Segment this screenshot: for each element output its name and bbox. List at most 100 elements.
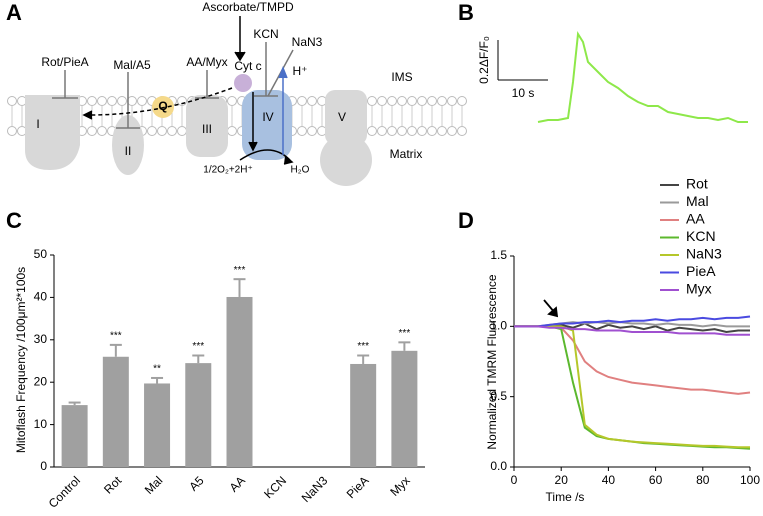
y-tick-label: 0 <box>40 459 47 473</box>
lipid <box>447 126 457 136</box>
x-axis-label: Time /s <box>546 490 585 504</box>
lipid <box>437 126 447 136</box>
series-line <box>514 325 751 395</box>
lipid <box>387 126 397 136</box>
lipid <box>387 96 397 106</box>
label: Q <box>158 99 167 113</box>
lipid <box>377 126 387 136</box>
x-tick-label: NaN3 <box>299 473 331 505</box>
x-tick-label: AA <box>227 473 248 494</box>
y-axis-label: Mitoflash Frequency /100μm²*100s <box>14 267 28 453</box>
bar <box>226 296 253 467</box>
diagram-labels: Ascorbate/TMPD Rot/PieA Mal/A5 AA/Myx KC… <box>36 0 422 175</box>
q-pool <box>152 96 174 118</box>
lipid <box>427 126 437 136</box>
label: NaN3 <box>292 35 323 49</box>
lipid <box>167 126 177 136</box>
lipid <box>87 96 97 106</box>
label: H₂O <box>291 165 310 176</box>
label: Cyt c <box>234 59 261 73</box>
x-tick-label: A5 <box>186 473 207 494</box>
lipid <box>457 96 467 106</box>
lipid <box>177 126 187 136</box>
label: H⁺ <box>293 64 308 78</box>
complex-v-head <box>320 134 372 186</box>
lipid <box>147 126 157 136</box>
series-line <box>514 325 750 336</box>
lipid <box>417 96 427 106</box>
label: I <box>36 117 39 131</box>
scale-label-x: 10 s <box>512 86 535 100</box>
series-line <box>514 325 751 450</box>
lipid <box>427 96 437 106</box>
lipid <box>87 126 97 136</box>
label: AA/Myx <box>186 55 227 69</box>
significance: *** <box>192 341 204 352</box>
x-tick-label: 20 <box>555 473 569 487</box>
x-tick-label: KCN <box>261 473 289 501</box>
significance: *** <box>110 331 122 342</box>
legend-label: NaN3 <box>686 246 722 262</box>
y-tick-label: 0.0 <box>490 459 507 473</box>
lipid <box>117 96 127 106</box>
y-tick-label: 30 <box>34 332 48 346</box>
lipid <box>367 96 377 106</box>
bar <box>61 405 88 467</box>
complexes <box>25 74 372 186</box>
bar <box>185 363 212 467</box>
lipid <box>97 126 107 136</box>
lipid <box>457 126 467 136</box>
lipid <box>407 96 417 106</box>
annotation-arrow <box>543 299 559 318</box>
trace-line <box>537 31 748 123</box>
lipid <box>137 96 147 106</box>
bar <box>102 356 129 467</box>
label: Mal/A5 <box>113 58 151 72</box>
label: III <box>202 122 212 136</box>
lipid <box>227 96 237 106</box>
lipid <box>367 126 377 136</box>
complex-iii <box>186 95 228 157</box>
lipid <box>107 96 117 106</box>
scale-label-y: 0.2ΔF/F₀ <box>477 36 491 84</box>
bar <box>391 350 418 467</box>
label: IV <box>262 110 273 124</box>
complex-v <box>325 90 367 145</box>
y-tick-label: 1.5 <box>490 248 507 262</box>
x-tick-label: PieA <box>344 473 372 501</box>
legend-label: Mal <box>686 193 709 209</box>
lipid <box>97 96 107 106</box>
lipid <box>407 126 417 136</box>
y-tick-label: 0.5 <box>490 389 507 403</box>
lipid <box>7 96 17 106</box>
complex-i <box>25 95 80 170</box>
lipid <box>397 96 407 106</box>
lipid <box>417 126 427 136</box>
lipid <box>307 126 317 136</box>
bar <box>144 383 171 467</box>
significance: *** <box>399 328 411 339</box>
y-tick-label: 20 <box>34 374 48 388</box>
x-tick-label: 40 <box>602 473 616 487</box>
label: Rot/PieA <box>41 55 88 69</box>
legend-label: AA <box>686 211 705 227</box>
y-tick-label: 1.0 <box>490 319 507 333</box>
y-tick-label: 10 <box>34 417 48 431</box>
label: V <box>338 110 346 124</box>
lipid <box>227 126 237 136</box>
x-tick-label: 80 <box>696 473 710 487</box>
panel-label: A <box>6 0 22 25</box>
y-tick-label: 40 <box>34 290 48 304</box>
lipid <box>377 96 387 106</box>
lipid <box>7 126 17 136</box>
lipid <box>127 96 137 106</box>
significance: *** <box>357 341 369 352</box>
x-tick-label: 100 <box>740 473 760 487</box>
lipid <box>297 96 307 106</box>
y-axis-label: Normalized TMRM Fluorescence <box>485 274 499 449</box>
y-tick-label: 50 <box>34 247 48 261</box>
significance: *** <box>234 265 246 276</box>
lipid <box>447 96 457 106</box>
complex-ii <box>112 115 144 175</box>
